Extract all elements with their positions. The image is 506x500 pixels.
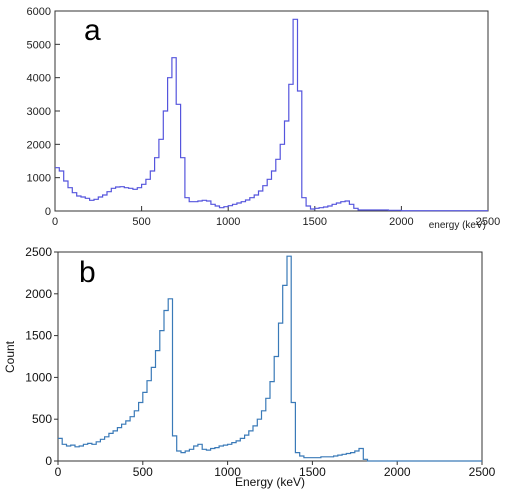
y-tick-label: 0 <box>45 454 52 468</box>
x-tick-label: 2000 <box>384 465 411 479</box>
y-tick-label: 5000 <box>27 39 51 51</box>
panel-label: a <box>84 14 101 47</box>
x-tick-label: 1000 <box>214 465 241 479</box>
y-tick-label: 500 <box>32 412 52 426</box>
x-tick-label: 2500 <box>469 465 496 479</box>
x-tick-label: 500 <box>132 216 150 228</box>
y-axis-label: Count <box>3 340 17 373</box>
x-tick-label: 0 <box>52 216 58 228</box>
plot-frame <box>57 251 483 462</box>
plot-frame <box>54 10 489 212</box>
series-line <box>58 255 482 462</box>
x-axis-label: Energy (keV) <box>235 475 305 489</box>
chart-panel-a: 0 500 1000 1500 2000 2500 0 1000 2000 3000 4000 500… <box>27 6 501 231</box>
x-tick-label: 2000 <box>389 216 413 228</box>
x-tick-label: 1500 <box>303 216 327 228</box>
panel-label: b <box>79 256 96 289</box>
y-tick-label: 1500 <box>25 329 52 343</box>
x-tick-label: 1500 <box>299 465 326 479</box>
chart-panel-b: 0 500 1000 1500 2000 2500 0 500 1000 1500 2000 2500… <box>3 245 496 489</box>
y-tick-label: 4000 <box>27 73 51 85</box>
x-tick-label: 500 <box>133 465 153 479</box>
x-axis-label: energy (keV) <box>429 220 486 231</box>
y-tick-label: 1000 <box>25 370 52 384</box>
y-tick-label: 2000 <box>27 139 51 151</box>
x-tick-label: 2500 <box>476 216 500 228</box>
y-tick-label: 1000 <box>27 173 51 185</box>
y-tick-label: 0 <box>45 206 51 218</box>
x-tick-label: 1000 <box>216 216 240 228</box>
y-tick-label: 2500 <box>25 245 52 259</box>
y-tick-label: 6000 <box>27 6 51 18</box>
y-tick-label: 2000 <box>25 287 52 301</box>
series-line <box>55 18 488 212</box>
y-tick-label: 3000 <box>27 106 51 118</box>
x-tick-label: 0 <box>55 465 62 479</box>
